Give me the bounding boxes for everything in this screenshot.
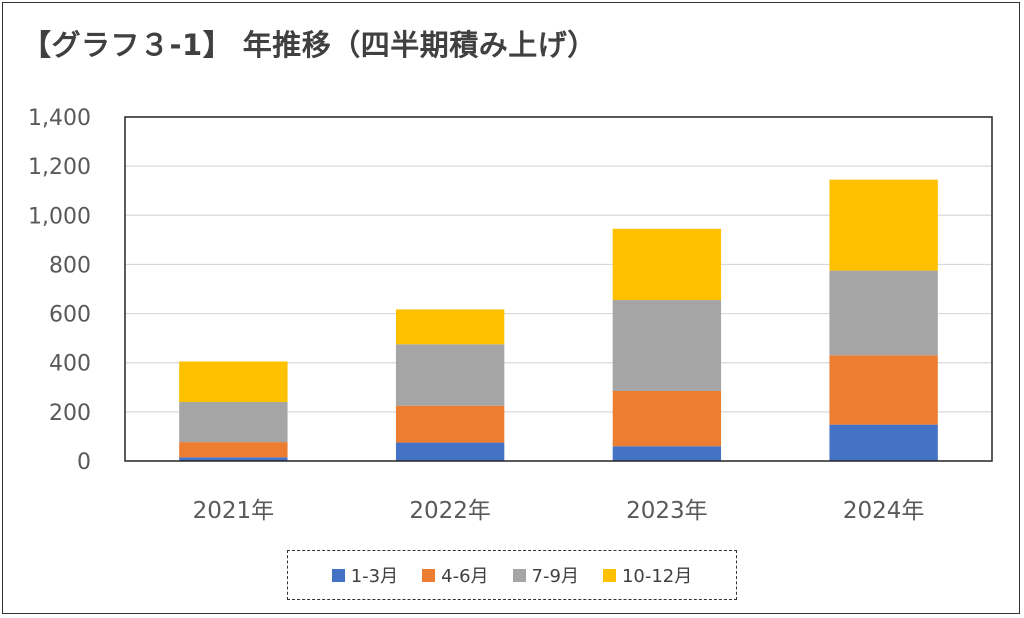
y-tick-label: 400: [49, 352, 91, 377]
legend-swatch: [422, 568, 436, 582]
y-tick-label: 600: [49, 303, 91, 328]
bar-segment: [179, 402, 288, 443]
bar-segment: [829, 270, 938, 356]
bar-segment: [179, 361, 288, 403]
x-tick-label: 2023年: [626, 498, 708, 524]
legend-label: 4-6月: [441, 566, 489, 587]
legend-label: 10-12月: [621, 566, 693, 587]
bar-segment: [395, 309, 505, 345]
bar-segment: [395, 344, 505, 406]
legend-label: 7-9月: [531, 566, 579, 587]
bar-segment: [395, 405, 505, 443]
legend-item: 4-6月: [422, 562, 489, 588]
bar-segment: [612, 446, 722, 461]
bar-segment: [612, 300, 722, 391]
bar-segment: [829, 179, 938, 271]
x-tick-label: 2024年: [843, 498, 925, 524]
y-tick-label: 0: [77, 450, 91, 475]
x-tick-label: 2021年: [193, 498, 275, 524]
x-axis-labels: 2021年 2022年 2023年 2024年: [193, 498, 925, 524]
bar-segment: [395, 442, 505, 461]
legend-item: 7-9月: [512, 562, 579, 588]
legend-swatch: [331, 568, 345, 582]
bar-segment: [612, 228, 722, 301]
legend-swatch: [512, 568, 526, 582]
bar-segment: [179, 442, 288, 458]
y-axis-ticks: 0 200 400 600 800 1,000 1,200 1,400: [28, 106, 91, 475]
bar-segment: [829, 424, 938, 461]
y-tick-label: 1,200: [28, 155, 91, 180]
legend-item: 1-3月: [331, 562, 399, 588]
legend-swatch: [602, 568, 616, 582]
y-tick-label: 1,000: [28, 204, 91, 229]
x-tick-label: 2022年: [409, 498, 491, 524]
legend-item: 10-12月: [602, 562, 693, 588]
plot-area-border: [124, 116, 993, 462]
bar-segment: [612, 390, 722, 447]
legend-label: 1-3月: [350, 566, 399, 587]
y-tick-label: 1,400: [28, 106, 91, 131]
bars: [179, 179, 938, 461]
chart-title: 【グラフ３-1】 年推移（四半期積み上げ）: [22, 28, 597, 62]
bar-segment: [179, 457, 288, 461]
chart-legend: 1-3月 4-6月 7-9月 10-12月: [287, 550, 737, 600]
bar-segment: [829, 355, 938, 425]
y-tick-label: 200: [49, 401, 91, 426]
y-tick-label: 800: [49, 253, 91, 278]
